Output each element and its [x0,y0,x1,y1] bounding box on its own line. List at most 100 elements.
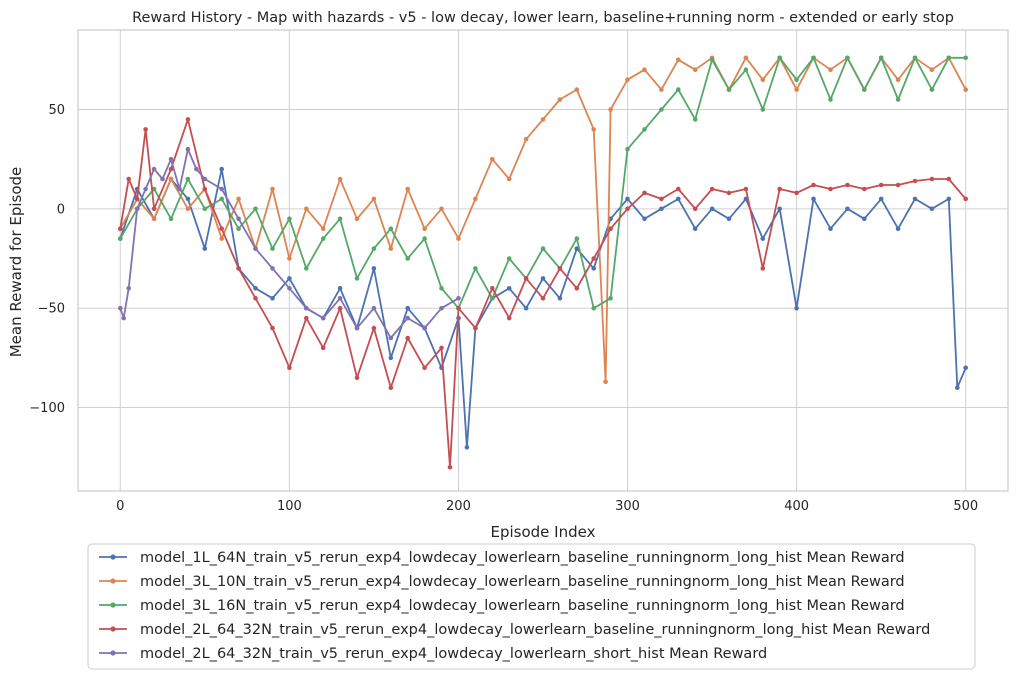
data-point [168,156,174,162]
data-point [320,226,326,231]
data-point [447,464,453,470]
data-point [557,97,563,102]
x-tick-label: 100 [277,499,302,514]
data-point [676,57,681,63]
data-point [270,266,275,271]
data-point [219,166,224,172]
data-point [405,305,411,311]
data-point [143,127,148,132]
data-point [118,305,123,311]
legend-item: model_3L_16N_train_v5_rerun_exp4_lowdeca… [99,598,905,614]
data-point [946,196,952,202]
data-point [118,226,123,231]
legend-label: model_2L_64_32N_train_v5_rerun_exp4_lowd… [140,622,930,638]
data-point [659,87,664,92]
data-point [253,206,258,212]
data-point [287,276,292,281]
data-point [692,206,698,212]
y-tick-label: 0 [57,202,65,217]
data-point [168,176,174,182]
data-point [168,166,174,172]
data-point [219,226,224,231]
data-point [422,365,427,371]
data-point [134,196,140,202]
data-point [895,77,901,82]
data-point [219,236,224,241]
data-point [405,256,411,261]
data-point [439,286,444,291]
data-point [160,176,165,182]
data-point [912,196,918,202]
data-point [625,77,630,82]
data-point [929,176,935,182]
data-point [304,315,309,321]
tick-labels: 0 100 200 300 400 500 −100 −50 0 50 [29,103,978,514]
data-point [506,176,512,182]
data-point [659,196,664,202]
data-point [270,186,275,192]
series-3 [118,55,968,311]
data-point [506,286,512,291]
data-point [726,216,732,222]
data-point [473,266,478,271]
data-point [506,315,512,321]
y-tick-label: 50 [48,103,65,118]
data-point [118,236,123,241]
data-point [388,385,394,391]
plot-area [77,29,1009,492]
data-point [659,107,664,112]
data-point [642,127,647,132]
data-point [287,365,292,371]
data-point [439,206,444,212]
data-point [320,315,326,321]
data-point [490,156,495,162]
data-point [862,87,867,92]
data-point [540,296,546,301]
data-point [878,196,884,202]
data-point [760,266,766,271]
data-point [828,67,833,72]
legend-item: model_1L_64N_train_v5_rerun_exp4_lowdeca… [99,550,905,566]
chart-title: Reward History - Map with hazards - v5 -… [132,10,954,26]
data-point [625,196,630,202]
data-point [422,325,427,331]
data-point [337,305,343,311]
data-point [270,296,275,301]
data-point [473,196,478,202]
data-point [929,67,935,72]
data-point [912,55,918,61]
data-point [490,296,495,301]
data-point [608,107,613,112]
data-point [659,206,664,212]
data-point [371,305,377,311]
data-point [591,266,596,271]
data-point [794,87,799,92]
data-point [405,315,411,321]
data-point [354,276,360,281]
data-point [811,196,816,202]
data-point [540,276,546,281]
data-point [878,55,884,61]
data-point [134,206,140,212]
data-point [895,182,901,188]
data-point [405,335,411,341]
data-point [185,146,191,152]
data-point [219,196,224,202]
legend-item: model_3L_10N_train_v5_rerun_exp4_lowdeca… [99,574,905,590]
legend-label: model_1L_64N_train_v5_rerun_exp4_lowdeca… [140,550,905,566]
data-point [270,246,275,251]
data-point [955,385,960,391]
data-point [709,186,715,192]
data-point [726,87,732,92]
data-point [642,67,647,72]
data-point [540,117,546,122]
data-point [557,266,563,271]
series-5 [118,146,461,341]
x-axis-label: Episode Index [491,523,596,541]
data-point [371,325,377,331]
data-point [168,216,174,222]
y-tick-label: −100 [29,401,65,416]
data-point [456,296,461,301]
data-point [320,236,326,241]
